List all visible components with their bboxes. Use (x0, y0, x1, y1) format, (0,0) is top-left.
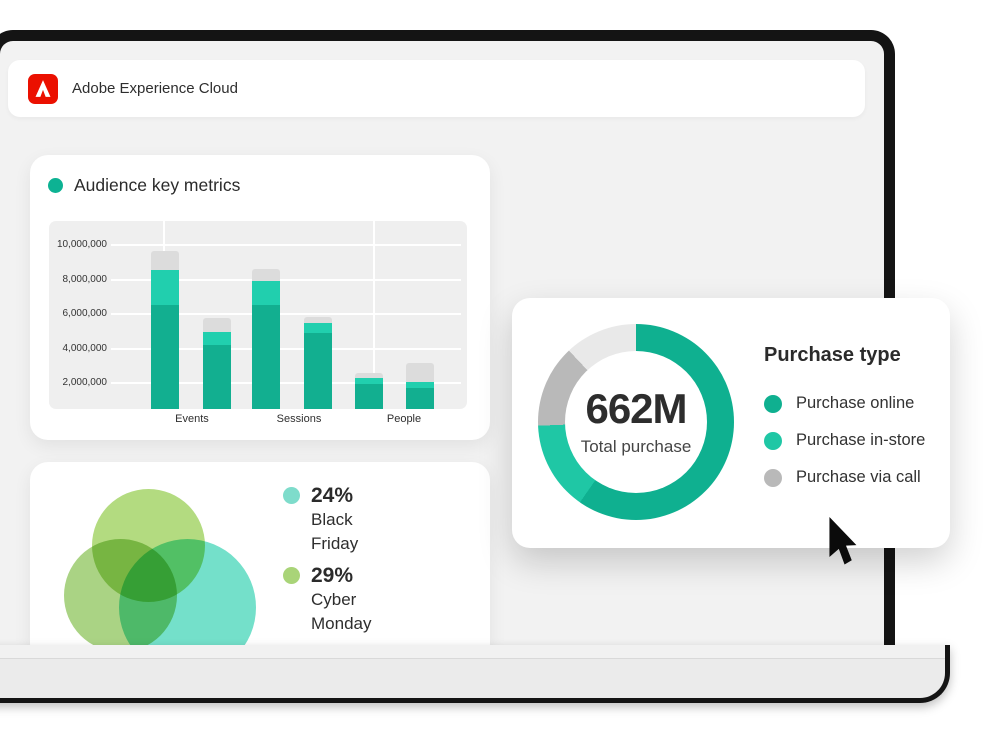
bar-segment[interactable] (355, 372, 383, 378)
bar-segment[interactable] (252, 304, 280, 409)
legend-dot-icon (283, 567, 300, 584)
venn-percent-value: 29% (311, 564, 354, 587)
bar-segment[interactable] (151, 304, 179, 409)
title-dot-icon (48, 178, 63, 193)
adobe-logo-icon (28, 73, 58, 104)
bar-segment[interactable] (406, 382, 434, 389)
donut-hole (565, 351, 707, 493)
legend-dot-icon (764, 394, 782, 413)
venn-label: Black Friday (311, 510, 359, 553)
legend-label: Purchase in-store (796, 431, 926, 449)
total-purchase-label: Total purchase (580, 436, 692, 456)
y-axis-tick-label: 6,000,000 (62, 308, 108, 319)
legend-label: Purchase via call (796, 468, 921, 486)
bar-segment[interactable] (355, 383, 383, 409)
x-category-label: Events (175, 413, 209, 425)
bar-segment[interactable] (252, 269, 280, 282)
h-gridline (111, 244, 461, 246)
app-header-bar: Adobe Experience Cloud (8, 60, 865, 117)
purchase-legend-title: Purchase type (764, 344, 901, 366)
y-axis-tick-label: 10,000,000 (56, 239, 107, 250)
bar-segment[interactable] (304, 323, 332, 333)
y-axis-tick-label: 4,000,000 (62, 342, 108, 354)
bar-segment[interactable] (406, 388, 434, 409)
h-gridline (111, 278, 461, 281)
purchase-type-card: 662M Total purchase Purchase type Purcha… (512, 298, 950, 548)
purchase-legend-item[interactable]: Purchase via call (764, 459, 944, 496)
venn-label: Cyber Monday (311, 590, 372, 633)
legend-dot-icon (764, 431, 782, 450)
donut-chart: 662M Total purchase (538, 324, 734, 520)
bar-chart-x-labels: Events Sessions People (49, 413, 467, 433)
bar-segment[interactable] (151, 251, 179, 270)
h-gridline (111, 313, 461, 315)
bar-segment[interactable] (304, 332, 332, 409)
adobe-a-glyph (35, 80, 51, 97)
laptop-base (0, 645, 950, 703)
bar-segment[interactable] (203, 345, 231, 409)
v-gridline (373, 221, 375, 409)
purchase-legend: Purchase online Purchase in-store Purchase… (764, 385, 944, 496)
venn-card: 24% Black Friday 29% Cyber Monday (30, 462, 490, 676)
bar-segment[interactable] (252, 281, 280, 305)
purchase-legend-panel: Purchase type Purchase online Purchase in… (764, 344, 944, 496)
legend-dot-icon (283, 487, 300, 504)
bar-segment[interactable] (151, 270, 179, 305)
bar-segment[interactable] (203, 332, 231, 346)
bar-segment[interactable] (355, 377, 383, 384)
bar-segment[interactable] (304, 316, 332, 324)
donut-center-text: 662M Total purchase (538, 324, 734, 520)
h-gridline (111, 347, 461, 350)
bar-segment[interactable] (203, 318, 231, 333)
venn-legend-item[interactable]: 24% Black Friday (283, 484, 358, 556)
bar-segment[interactable] (406, 363, 434, 383)
h-gridline (111, 382, 461, 384)
audience-card-title-row: Audience key metrics (30, 155, 490, 196)
purchase-legend-item[interactable]: Purchase online (764, 385, 944, 422)
total-purchase-value: 662M (585, 384, 687, 432)
audience-metrics-card: Audience key metrics 10,000,000 8,000,000… (30, 155, 490, 440)
x-category-label: People (386, 413, 422, 425)
y-axis-tick-label: 2,000,000 (62, 377, 108, 388)
purchase-legend-item[interactable]: Purchase in-store (764, 422, 944, 459)
audience-card-title: Audience key metrics (74, 175, 241, 195)
venn-legend-item[interactable]: 29% Cyber Monday (283, 564, 371, 636)
y-axis-tick-label: 8,000,000 (62, 273, 108, 285)
legend-dot-icon (764, 468, 782, 487)
venn-percent-value: 24% (311, 484, 354, 507)
legend-label: Purchase online (796, 394, 915, 412)
bar-chart-plot: 10,000,000 8,000,000 6,000,000 4,000,000 2,0… (49, 221, 467, 409)
x-category-label: Sessions (276, 413, 322, 425)
app-title: Adobe Experience Cloud (72, 80, 238, 97)
